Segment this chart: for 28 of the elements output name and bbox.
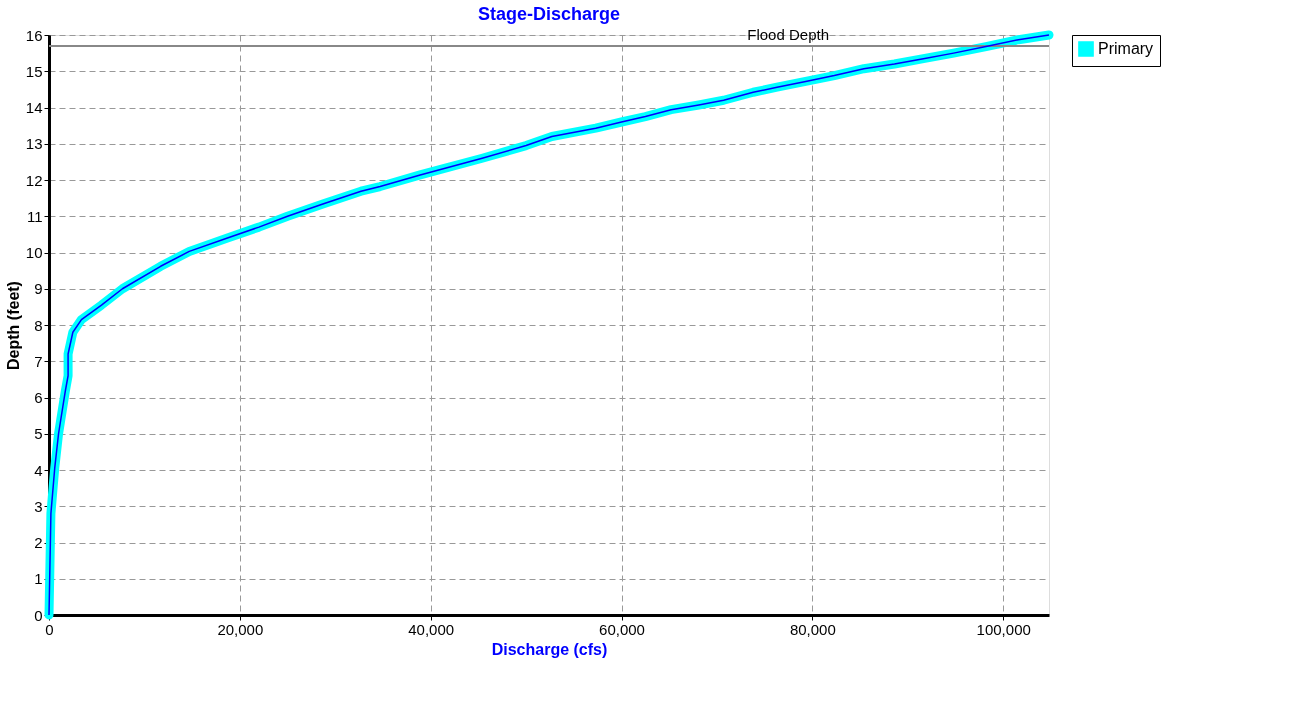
y-tick-label: 11 bbox=[26, 207, 43, 225]
y-tick-label: 9 bbox=[34, 280, 43, 298]
x-axis-title: Discharge (cfs) bbox=[491, 640, 608, 658]
y-tick-label: 12 bbox=[25, 171, 43, 189]
y-tick-label: 7 bbox=[34, 352, 43, 370]
x-tick-label: 20,000 bbox=[217, 620, 264, 638]
y-tick-label: 8 bbox=[34, 316, 43, 334]
y-tick-label: 5 bbox=[34, 425, 43, 443]
x-tick-label: 40,000 bbox=[408, 620, 455, 638]
y-axis-title: Depth (feet) bbox=[4, 281, 22, 370]
y-tick-label: 15 bbox=[25, 62, 43, 80]
y-tick-label: 13 bbox=[25, 135, 43, 153]
y-tick-label: 4 bbox=[34, 461, 43, 479]
y-tick-label: 16 bbox=[25, 26, 43, 44]
ref-line-label: Flood Depth bbox=[747, 25, 829, 43]
y-tick-label: 6 bbox=[34, 389, 43, 406]
y-tick-label: 1 bbox=[34, 570, 43, 588]
x-tick-label: 100,000 bbox=[976, 620, 1031, 638]
x-tick-label: 60,000 bbox=[599, 620, 645, 638]
legend-label: Primary bbox=[1098, 40, 1154, 57]
chart-title: Stage-Discharge bbox=[477, 3, 621, 24]
y-tick-label: 3 bbox=[34, 497, 43, 515]
x-tick-label: 80,000 bbox=[789, 620, 836, 638]
y-tick-label: 14 bbox=[25, 99, 43, 116]
y-tick-label: 2 bbox=[34, 534, 43, 551]
y-tick-label: 10 bbox=[25, 244, 43, 261]
x-tick-label: 0 bbox=[45, 620, 54, 638]
y-tick-label: 0 bbox=[34, 606, 43, 624]
